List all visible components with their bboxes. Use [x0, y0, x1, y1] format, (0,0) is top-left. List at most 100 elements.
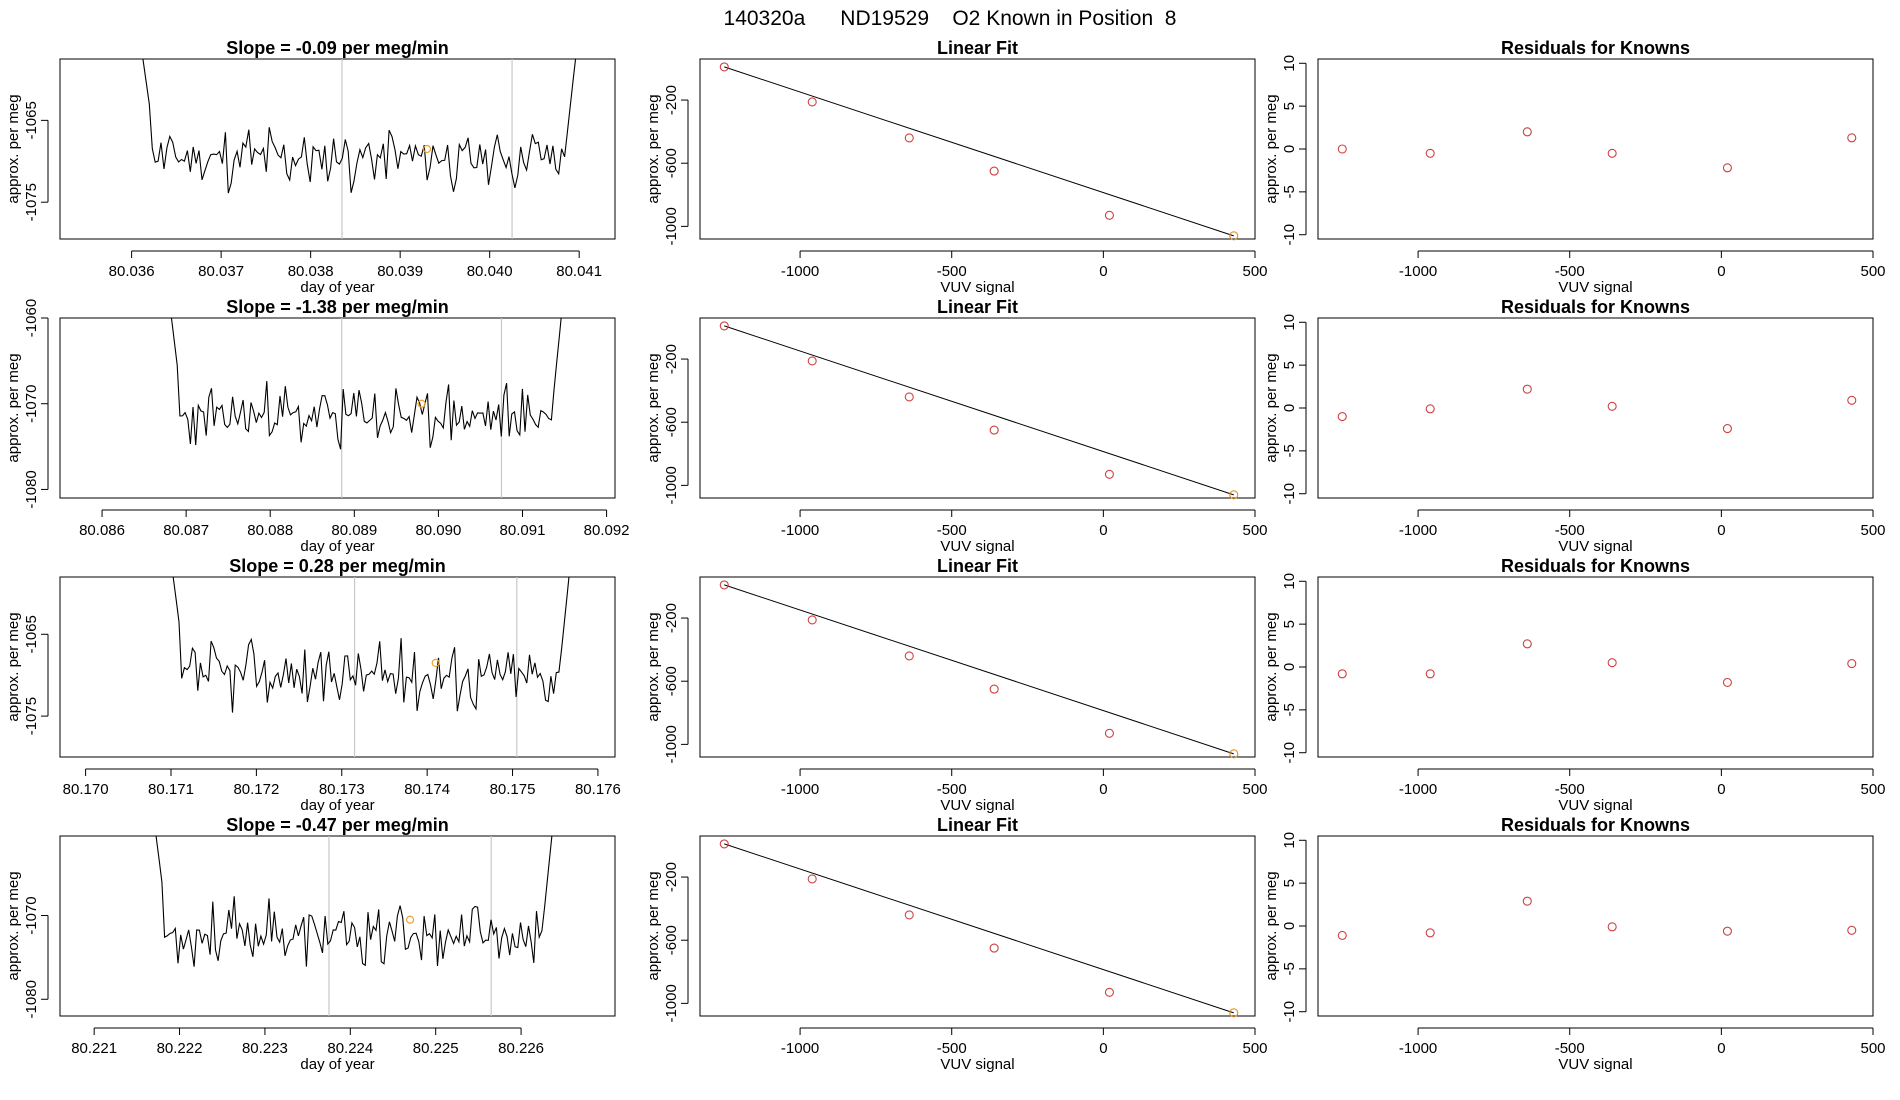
y-axis-label: approx. per meg — [5, 353, 22, 462]
residual-point — [1722, 926, 1732, 936]
residual-point — [1337, 930, 1347, 940]
y-tick-label: -600 — [663, 407, 680, 437]
data-point — [807, 874, 817, 884]
fit-line — [724, 325, 1234, 496]
x-tick-label: -1000 — [1399, 263, 1437, 280]
data-point — [1229, 490, 1239, 500]
y-tick-label: 0 — [1281, 404, 1298, 412]
residual-point — [1607, 658, 1617, 668]
x-tick-label: 500 — [1860, 1040, 1885, 1057]
x-tick-label: 80.092 — [584, 522, 630, 539]
x-axis-label: VUV signal — [1558, 538, 1632, 555]
x-tick-label: 500 — [1242, 263, 1267, 280]
x-tick-label: -500 — [937, 781, 967, 798]
x-tick-label: 80.176 — [575, 781, 621, 798]
y-axis-label: approx. per meg — [5, 94, 22, 203]
y-axis-label: approx. per meg — [645, 353, 662, 462]
x-tick-label: 80.086 — [79, 522, 125, 539]
data-point — [807, 97, 817, 107]
x-tick-label: 80.090 — [415, 522, 461, 539]
x-axis-label: day of year — [300, 279, 374, 296]
y-tick-label: 5 — [1281, 879, 1298, 887]
residual-point — [1722, 677, 1732, 687]
data-point — [719, 580, 729, 590]
x-tick-label: 0 — [1717, 1040, 1725, 1057]
panel-title: Residuals for Knowns — [1501, 38, 1690, 58]
plot-frame — [699, 576, 1256, 758]
y-tick-label: 0 — [1281, 663, 1298, 671]
highlight-point — [405, 915, 415, 924]
panel-title: Linear Fit — [937, 297, 1018, 317]
x-tick-label: 80.223 — [242, 1040, 288, 1057]
y-tick-label: 5 — [1281, 620, 1298, 628]
x-tick-label: 80.226 — [498, 1040, 544, 1057]
y-tick-label: -1080 — [23, 980, 40, 1018]
data-point — [1229, 749, 1239, 759]
x-tick-label: 80.225 — [413, 1040, 459, 1057]
y-tick-label: 10 — [1281, 55, 1298, 72]
data-point — [719, 62, 729, 72]
x-axis-label: VUV signal — [1558, 797, 1632, 814]
data-point — [807, 356, 817, 366]
y-tick-label: -5 — [1281, 185, 1298, 198]
data-point — [719, 839, 729, 849]
fit-line — [724, 843, 1234, 1014]
x-tick-label: -1000 — [781, 1040, 819, 1057]
x-tick-label: 80.089 — [331, 522, 377, 539]
panel-title: Residuals for Knowns — [1501, 815, 1690, 835]
y-tick-label: -1000 — [663, 207, 680, 245]
y-axis-label: approx. per meg — [1263, 871, 1280, 980]
y-tick-label: -1070 — [23, 896, 40, 934]
residual-point — [1425, 148, 1435, 158]
x-tick-label: -500 — [1555, 522, 1585, 539]
x-tick-label: -500 — [937, 522, 967, 539]
x-tick-label: 80.038 — [288, 263, 334, 280]
y-tick-label: 0 — [1281, 922, 1298, 930]
data-point — [1104, 469, 1114, 479]
y-tick-label: -200 — [663, 85, 680, 115]
x-axis-label: VUV signal — [940, 279, 1014, 296]
y-axis-label: approx. per meg — [1263, 353, 1280, 462]
linear-fit-panel: Linear Fit -1000 -500 0 500 VUV signal -200 -60… — [645, 38, 1268, 296]
y-tick-label: -200 — [663, 862, 680, 892]
x-tick-label: 80.041 — [556, 263, 602, 280]
data-point — [1104, 728, 1114, 738]
residual-point — [1337, 669, 1347, 679]
y-axis-label: approx. per meg — [5, 871, 22, 980]
panel-title: Slope = -1.38 per meg/min — [226, 297, 449, 317]
residual-point — [1607, 401, 1617, 411]
x-tick-label: 0 — [1099, 263, 1107, 280]
x-axis-label: VUV signal — [940, 538, 1014, 555]
x-tick-label: -500 — [937, 1040, 967, 1057]
series-trace — [155, 836, 553, 967]
plot-frame — [59, 835, 616, 1017]
y-tick-label: -600 — [663, 666, 680, 696]
x-tick-label: 80.224 — [327, 1040, 373, 1057]
y-tick-label: -600 — [663, 925, 680, 955]
x-tick-label: -1000 — [781, 522, 819, 539]
data-point — [904, 392, 914, 402]
x-tick-label: -1000 — [781, 781, 819, 798]
residuals-panel: Residuals for Knowns -1000 -500 0 500 VUV sig… — [1263, 297, 1886, 555]
x-tick-label: 80.037 — [198, 263, 244, 280]
y-tick-label: 10 — [1281, 832, 1298, 849]
series-trace — [170, 318, 562, 450]
residual-point — [1847, 925, 1857, 935]
x-tick-label: 80.221 — [71, 1040, 117, 1057]
y-tick-label: -1060 — [23, 299, 40, 337]
panel-title: Linear Fit — [937, 556, 1018, 576]
y-tick-label: 10 — [1281, 314, 1298, 331]
panel-title: Slope = 0.28 per meg/min — [229, 556, 446, 576]
x-tick-label: 80.171 — [148, 781, 194, 798]
panel-title: Residuals for Knowns — [1501, 297, 1690, 317]
plot-frame — [1317, 317, 1874, 499]
fit-line — [724, 66, 1234, 237]
x-axis-label: day of year — [300, 797, 374, 814]
y-tick-label: 5 — [1281, 361, 1298, 369]
highlight-point — [422, 144, 432, 154]
x-tick-label: -1000 — [1399, 781, 1437, 798]
panel-title: Slope = -0.09 per meg/min — [226, 38, 449, 58]
residual-point — [1522, 384, 1532, 394]
x-tick-label: 0 — [1099, 1040, 1107, 1057]
